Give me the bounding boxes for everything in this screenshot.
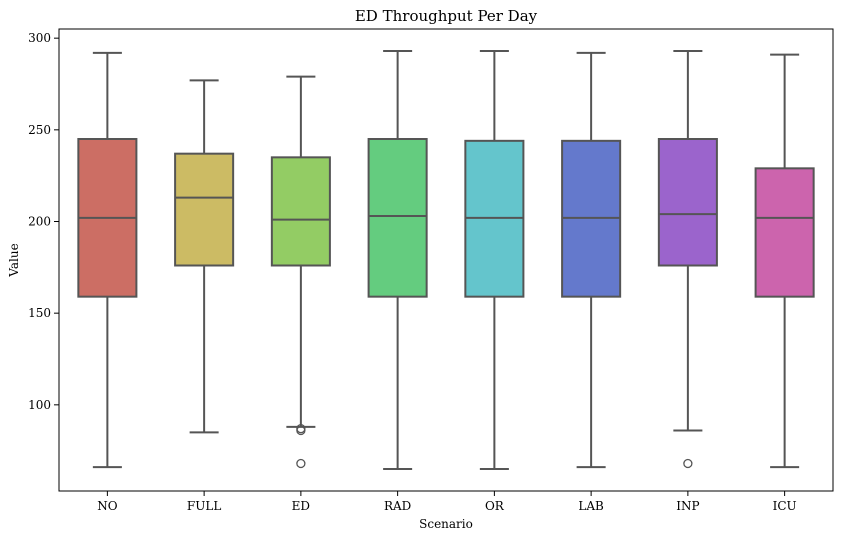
y-axis-label: Value [7,243,21,277]
y-tick-label: 300 [28,31,51,45]
box-lab [561,51,622,469]
outlier-point [296,458,306,469]
x-tick-label: FULL [187,499,221,513]
x-axis-label: Scenario [419,517,473,531]
box-no [77,51,138,469]
box-body [174,152,235,267]
x-tick-label: INP [676,499,699,513]
box-inp [657,50,718,469]
y-axis: 100 150 200 250 300 [28,31,59,412]
outlier-point [683,458,693,469]
box-body [270,156,331,267]
x-tick-label: ED [292,499,310,513]
plot-area-frame [58,28,834,492]
x-tick-label: LAB [578,499,604,513]
box-rad [367,50,428,470]
x-tick-label: ICU [773,499,797,513]
chart-title: ED Throughput Per Day [355,7,538,25]
boxes-group [77,50,815,470]
y-tick-label: 150 [28,306,51,320]
box-or [464,50,525,470]
x-axis: NO FULL ED RAD OR LAB INP ICU [97,491,797,513]
y-tick-label: 100 [28,398,51,412]
x-tick-label: NO [97,499,118,513]
box-body [754,167,815,298]
box-icu [754,53,815,469]
y-tick-label: 200 [28,215,51,229]
x-tick-label: RAD [384,499,411,513]
outlier-point [296,424,306,434]
box-body [657,138,718,267]
box-body [367,138,428,298]
y-tick-label: 250 [28,123,51,137]
box-ed [270,75,331,469]
box-full [174,79,235,434]
x-tick-label: OR [485,499,505,513]
